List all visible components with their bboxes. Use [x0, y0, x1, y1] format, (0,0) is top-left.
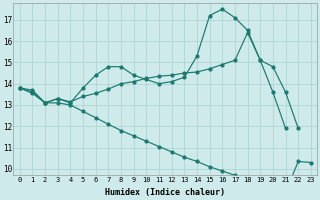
X-axis label: Humidex (Indice chaleur): Humidex (Indice chaleur): [105, 188, 225, 197]
